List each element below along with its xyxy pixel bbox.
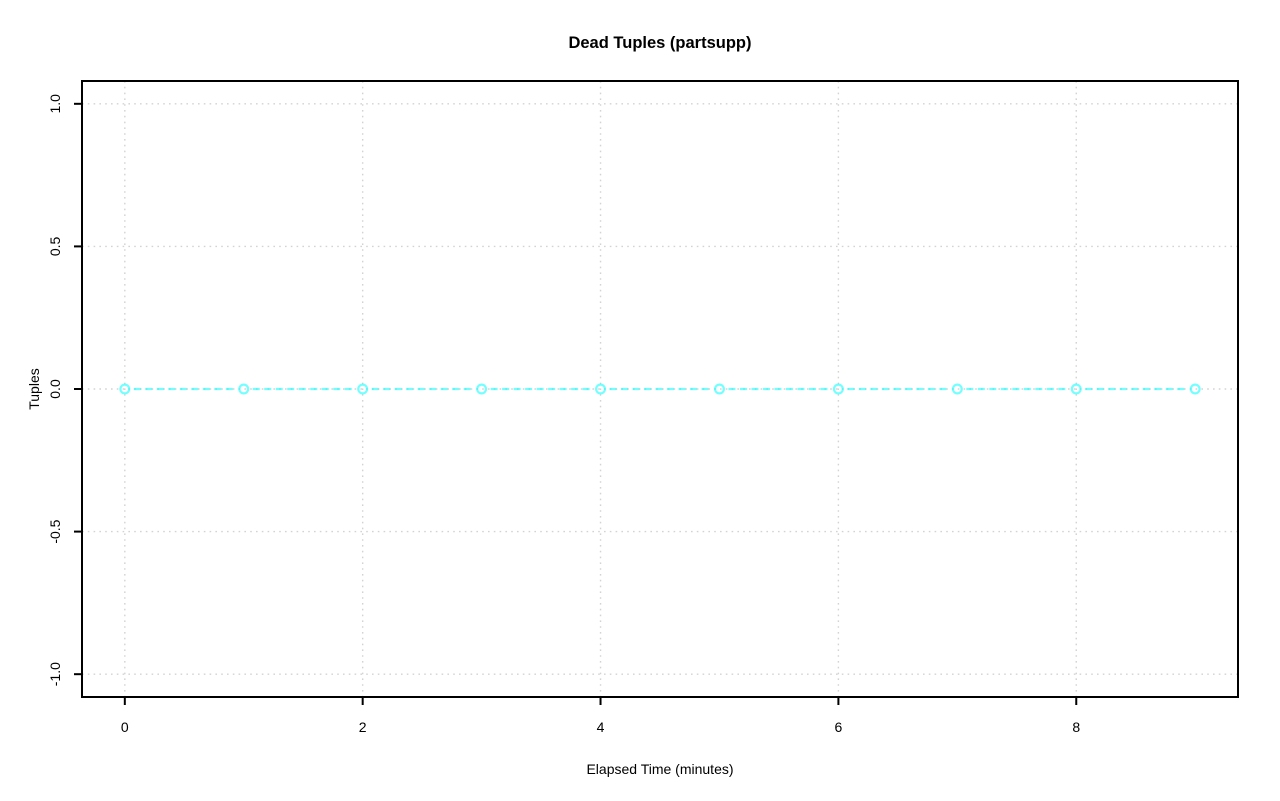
data-point xyxy=(238,383,250,395)
x-tick-label: 8 xyxy=(1072,719,1080,735)
y-tick-label: 0.0 xyxy=(47,379,63,399)
y-tick-label: 1.0 xyxy=(47,94,63,114)
data-point xyxy=(476,383,488,395)
data-point xyxy=(1070,383,1082,395)
y-axis-label: Tuples xyxy=(26,368,42,410)
data-point xyxy=(713,383,725,395)
data-point xyxy=(832,383,844,395)
data-point xyxy=(119,383,131,395)
y-tick-label: -1.0 xyxy=(47,662,63,686)
chart-title: Dead Tuples (partsupp) xyxy=(568,34,751,52)
data-point xyxy=(1189,383,1201,395)
data-point xyxy=(595,383,607,395)
x-tick-label: 2 xyxy=(359,719,367,735)
data-point xyxy=(951,383,963,395)
x-tick-label: 4 xyxy=(597,719,605,735)
x-axis-label: Elapsed Time (minutes) xyxy=(586,761,733,777)
y-tick-label: 0.5 xyxy=(47,236,63,256)
x-tick-label: 6 xyxy=(834,719,842,735)
data-point xyxy=(357,383,369,395)
x-tick-label: 0 xyxy=(121,719,129,735)
y-tick-label: -0.5 xyxy=(47,519,63,543)
